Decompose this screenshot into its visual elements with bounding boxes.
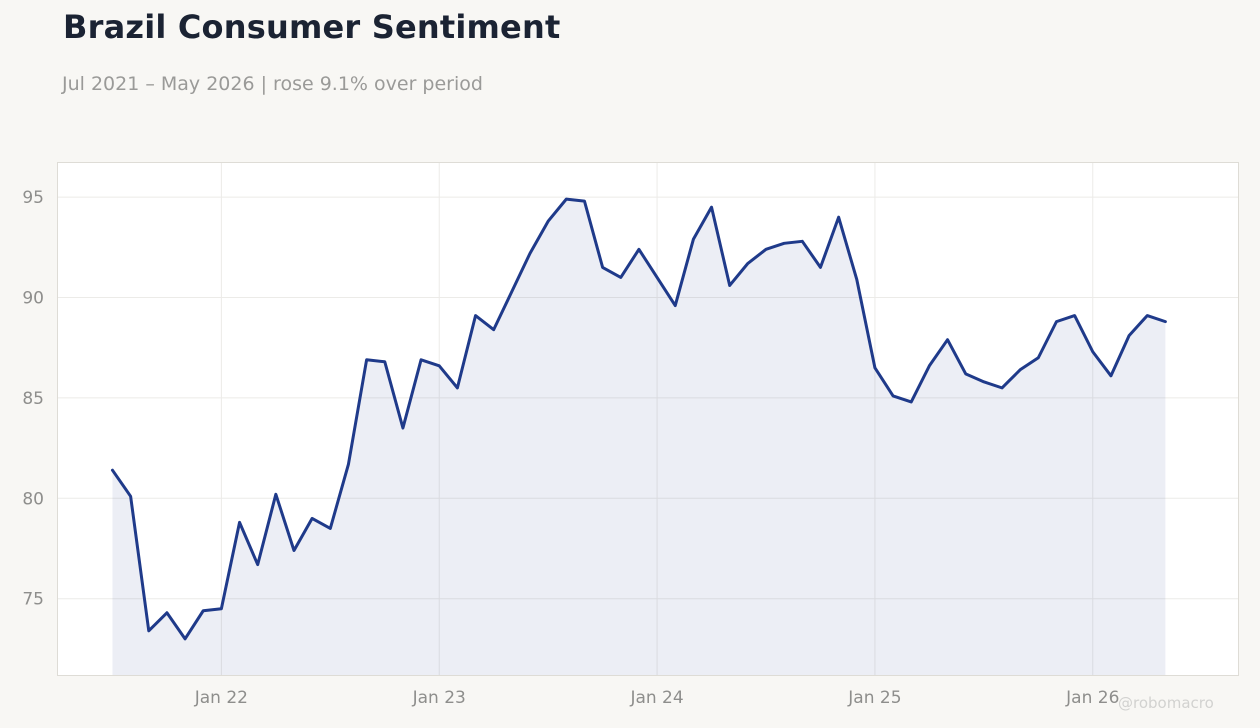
x-tick-label: Jan 25	[847, 688, 901, 708]
line-layer	[110, 197, 1167, 641]
y-axis: 75 80 85 90 95	[22, 188, 44, 610]
x-tick-label: Jan 26	[1065, 688, 1119, 708]
grid	[58, 163, 1238, 675]
y-tick-label: 85	[22, 389, 44, 409]
y-tick-label: 90	[22, 289, 44, 309]
plot-area	[57, 162, 1239, 676]
x-tick-label: Jan 22	[194, 688, 248, 708]
x-tick-label: Jan 23	[412, 688, 466, 708]
area-layer	[112, 199, 1166, 675]
series-area	[112, 199, 1166, 675]
chart-subtitle: Jul 2021 – May 2026 | rose 9.1% over per…	[62, 73, 483, 95]
chart-title: Brazil Consumer Sentiment	[63, 8, 561, 46]
y-tick-label: 80	[22, 489, 44, 509]
watermark: @robomacro	[1118, 694, 1214, 712]
y-tick-label: 95	[22, 188, 44, 208]
y-tick-label: 75	[22, 590, 44, 610]
x-tick-label: Jan 24	[629, 688, 683, 708]
series-line	[110, 197, 1167, 641]
x-axis: Jan 22 Jan 23 Jan 24 Jan 25 Jan 26	[194, 688, 1120, 708]
